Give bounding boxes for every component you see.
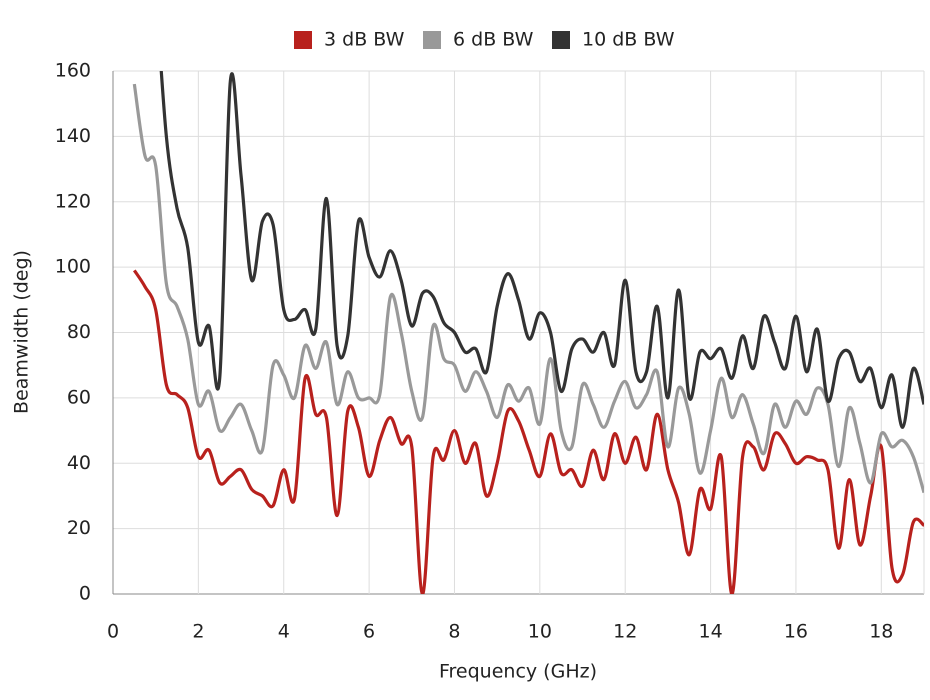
x-tick-label: 2 — [192, 621, 204, 643]
x-axis-label: Frequency (GHz) — [439, 661, 597, 683]
y-tick-label: 40 — [67, 452, 91, 474]
legend-swatch — [294, 31, 312, 49]
grid — [112, 70, 925, 595]
y-tick-label: 160 — [55, 60, 91, 82]
labels: 0 20 40 60 80 100 120 140 160 0 2 4 6 8 10 12 14 16 18 — [55, 60, 894, 643]
series-line — [133, 269, 924, 594]
x-tick-label: 4 — [278, 621, 290, 643]
x-tick-label: 18 — [869, 621, 893, 643]
y-tick-label: 60 — [67, 386, 91, 408]
y-tick-label: 80 — [67, 321, 91, 343]
series-line — [132, 83, 924, 494]
y-tick-label: 140 — [55, 125, 91, 147]
legend-label: 10 dB BW — [582, 29, 675, 51]
x-tick-label: 12 — [613, 621, 637, 643]
y-tick-label: 120 — [55, 190, 91, 212]
legend-label: 6 dB BW — [453, 29, 534, 51]
legend: 3 dB BW 6 dB BW 10 dB BW — [294, 29, 675, 51]
x-tick-label: 0 — [107, 621, 119, 643]
legend-label: 3 dB BW — [324, 29, 405, 51]
x-tick-label: 10 — [528, 621, 552, 643]
legend-swatch — [423, 31, 441, 49]
series-line — [159, 71, 924, 429]
lines — [132, 71, 924, 594]
legend-swatch — [552, 31, 570, 49]
x-tick-label: 16 — [784, 621, 808, 643]
x-tick-label: 8 — [448, 621, 460, 643]
y-axis-label: Beamwidth (deg) — [11, 250, 33, 414]
x-tick-label: 6 — [363, 621, 375, 643]
y-tick-label: 20 — [67, 517, 91, 539]
y-tick-label: 100 — [55, 256, 91, 278]
x-tick-label: 14 — [698, 621, 722, 643]
y-tick-label: 0 — [79, 583, 91, 605]
